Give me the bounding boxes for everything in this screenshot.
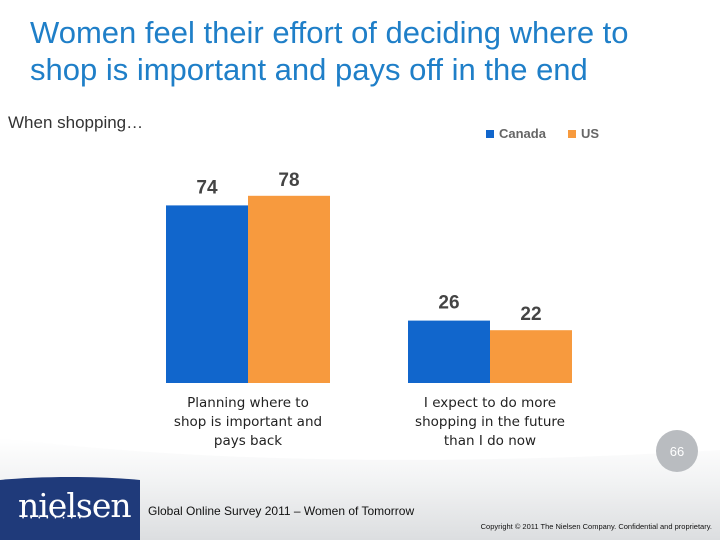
category-label-line: shop is important and [173, 414, 323, 430]
data-label-canada-2: 26 [438, 293, 459, 314]
category-label-line: Planning where to [187, 395, 309, 411]
footer-copyright: Copyright © 2011 The Nielsen Company. Co… [480, 522, 712, 531]
footer-survey-title: Global Online Survey 2011 – Women of Tom… [148, 504, 415, 518]
legend-entry-canada: Canada [486, 126, 546, 141]
page-number: 66 [669, 443, 685, 459]
legend-swatch-us [567, 129, 576, 138]
bar-us-2 [490, 330, 572, 383]
bar-chart: 74 78 26 22 [166, 170, 572, 383]
bar-canada-2 [408, 320, 490, 383]
nielsen-logo-dots: •••••••• [22, 516, 87, 522]
bar-us-1 [248, 195, 330, 383]
footer-wave [0, 438, 720, 540]
category-label-line: than I do now [443, 433, 537, 449]
page-number-badge: 66 [656, 430, 698, 472]
legend-entry-us: US [567, 126, 600, 141]
data-label-us-2: 22 [520, 304, 541, 325]
slide-title: Women feel their effort of deciding wher… [30, 15, 629, 87]
data-label-canada-1: 74 [196, 177, 218, 198]
legend-label-canada: Canada [499, 126, 546, 141]
category-label-line: shopping in the future [415, 414, 565, 430]
chart-legend: Canada US [486, 126, 621, 141]
bar-canada-1 [166, 205, 248, 383]
nielsen-logo: nielsen [18, 486, 132, 525]
data-label-us-1: 78 [278, 170, 299, 191]
chart-subtitle: When shopping… [8, 113, 144, 132]
legend-label-us: US [580, 126, 600, 141]
category-label-planning: Planning where to shop is important and … [150, 394, 346, 451]
category-label-line: pays back [213, 433, 283, 449]
category-label-future-shopping: I expect to do more shopping in the futu… [392, 394, 588, 451]
category-label-line: I expect to do more [423, 395, 557, 411]
legend-swatch-canada [486, 129, 494, 138]
